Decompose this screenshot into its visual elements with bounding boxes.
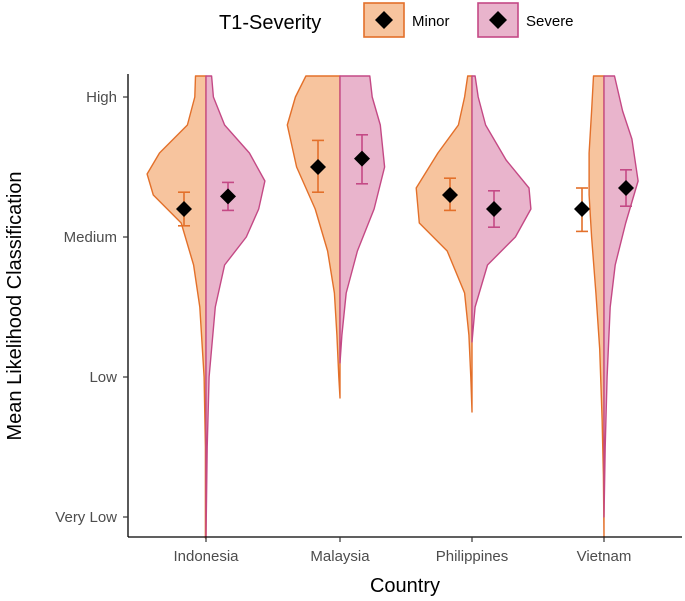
x-tick-label: Philippines [436,548,509,565]
legend-label-severe: Severe [526,13,574,30]
errorbar-layer [176,134,634,233]
violin-layer [146,75,639,539]
mean-point-severe-indonesia [220,188,236,205]
mean-point-minor-malaysia [310,159,326,175]
x-axis-title: Country [370,575,440,597]
violin-minor-vietnam [588,75,605,539]
y-tick-label: Low [89,369,117,386]
legend-title: T1-Severity [219,12,321,34]
violin-severe-malaysia [339,75,386,364]
x-ticks: Indonesia Malaysia Philippines Vietnam [173,537,631,565]
mean-point-minor-vietnam [574,201,590,217]
axes: Very Low Low Medium High Indonesia Malaysia P… [4,74,682,597]
y-tick-label: Very Low [55,509,117,526]
x-tick-label: Vietnam [577,548,632,565]
y-tick-label: High [86,89,117,106]
y-tick-label: Medium [64,229,117,246]
mean-point-severe-vietnam [618,180,634,196]
violin-minor-indonesia [146,75,207,539]
legend: T1-Severity Minor Severe [219,2,574,38]
violin-severe-indonesia [205,75,266,539]
x-tick-label: Malaysia [310,548,370,565]
violin-minor-philippines [415,75,473,413]
y-ticks: Very Low Low Medium High [55,89,128,526]
legend-diamond [375,11,393,29]
mean-point-severe-philippines [486,201,502,217]
mean-point-minor-philippines [442,187,458,203]
x-tick-label: Indonesia [173,548,239,565]
legend-keys [363,2,519,38]
y-axis-title: Mean Likelihood Classification [4,171,26,440]
legend-diamond [489,11,507,29]
mean-point-severe-malaysia [354,150,370,167]
mean-point-minor-indonesia [176,201,192,217]
violin-minor-malaysia [286,75,341,399]
legend-label-minor: Minor [412,13,450,30]
violin-severe-vietnam [603,75,639,518]
